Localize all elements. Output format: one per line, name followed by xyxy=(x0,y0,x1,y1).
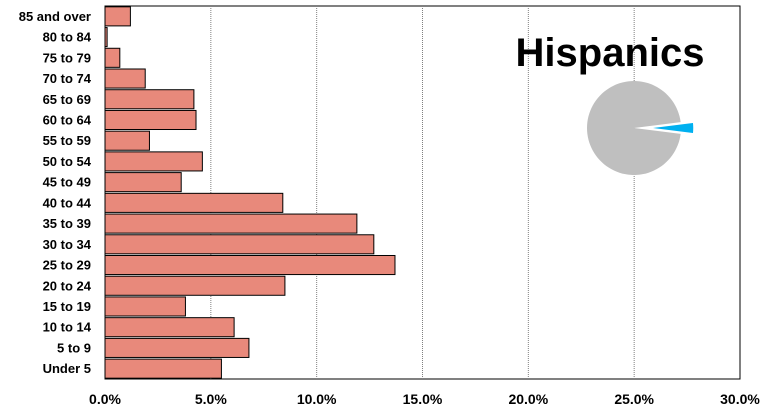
x-tick-label: 10.0% xyxy=(297,391,337,407)
category-label: 50 to 54 xyxy=(43,154,92,169)
category-label: 75 to 79 xyxy=(43,50,91,65)
bar xyxy=(104,317,235,338)
inset-pie-chart xyxy=(587,80,695,175)
bar xyxy=(104,151,203,172)
category-label: 60 to 64 xyxy=(43,112,92,127)
bar xyxy=(104,254,396,276)
category-label: 80 to 84 xyxy=(43,30,92,45)
bar xyxy=(104,234,375,255)
category-label: 40 to 44 xyxy=(43,195,92,210)
gridlines xyxy=(210,6,635,379)
category-label: 20 to 24 xyxy=(43,278,92,293)
category-label: 85 and over xyxy=(19,9,91,24)
bar xyxy=(104,109,197,131)
x-tick-label: 5.0% xyxy=(195,391,227,407)
category-label: Under 5 xyxy=(43,361,91,376)
category-label: 15 to 19 xyxy=(43,299,91,314)
bar xyxy=(104,47,121,68)
category-label: 45 to 49 xyxy=(43,175,91,190)
x-tick-label: 30.0% xyxy=(720,391,760,407)
bar xyxy=(104,337,250,358)
bar xyxy=(104,296,186,317)
category-label: 65 to 69 xyxy=(43,92,91,107)
bar xyxy=(104,213,358,234)
category-labels: 85 and over 80 to 84 75 to 79 70 to 74 65 to… xyxy=(19,9,92,376)
x-tick-label: 0.0% xyxy=(89,391,121,407)
category-label: 30 to 34 xyxy=(43,237,92,252)
bar xyxy=(104,89,195,110)
bars xyxy=(104,6,396,379)
bar xyxy=(104,68,146,89)
category-label: 5 to 9 xyxy=(57,340,91,355)
chart-title: Hispanics xyxy=(516,31,705,75)
bar xyxy=(104,6,131,27)
bar xyxy=(104,358,222,379)
category-label: 10 to 14 xyxy=(43,320,92,335)
category-label: 70 to 74 xyxy=(43,71,92,86)
x-tick-label: 20.0% xyxy=(508,391,548,407)
pie-slice-rest xyxy=(587,80,681,175)
bar xyxy=(104,130,150,151)
bar xyxy=(104,192,284,213)
bar xyxy=(104,27,108,48)
pie-slice-highlight xyxy=(646,121,695,135)
x-tick-label: 25.0% xyxy=(614,391,654,407)
bar xyxy=(104,275,286,296)
x-tick-label: 15.0% xyxy=(403,391,443,407)
category-label: 25 to 29 xyxy=(43,258,91,273)
category-label: 35 to 39 xyxy=(43,216,91,231)
x-tick-labels: 0.0% 5.0% 10.0% 15.0% 20.0% 25.0% 30.0% xyxy=(89,391,760,407)
bar xyxy=(104,172,182,193)
category-label: 55 to 59 xyxy=(43,133,91,148)
